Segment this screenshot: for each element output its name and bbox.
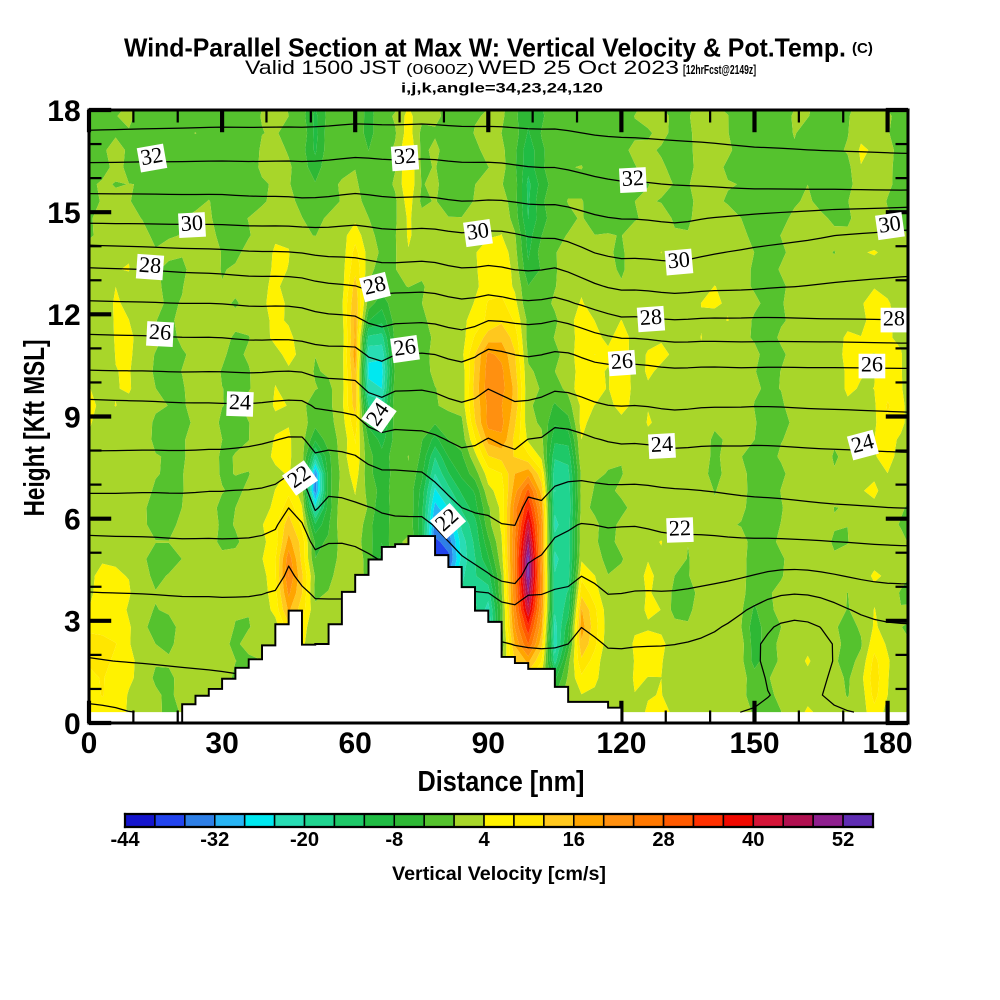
svg-text:26: 26 xyxy=(148,319,171,345)
svg-text:12: 12 xyxy=(47,299,80,332)
svg-text:90: 90 xyxy=(472,727,505,760)
svg-text:32: 32 xyxy=(393,143,417,169)
svg-text:Valid 1500 JST: Valid 1500 JST xyxy=(245,57,401,79)
svg-text:40: 40 xyxy=(742,829,764,851)
svg-text:Distance [nm]: Distance [nm] xyxy=(418,766,585,798)
svg-text:-44: -44 xyxy=(110,829,140,851)
svg-text:(0600Z): (0600Z) xyxy=(406,62,474,78)
svg-text:0: 0 xyxy=(81,727,98,760)
svg-text:30: 30 xyxy=(877,210,902,238)
svg-text:i,j,k,angle=34,23,24,120: i,j,k,angle=34,23,24,120 xyxy=(401,80,603,96)
svg-text:26: 26 xyxy=(392,333,417,361)
svg-text:16: 16 xyxy=(563,829,585,851)
svg-text:30: 30 xyxy=(465,217,490,245)
svg-text:24: 24 xyxy=(229,389,252,415)
svg-text:4: 4 xyxy=(478,829,490,851)
svg-text:24: 24 xyxy=(650,431,673,457)
svg-text:28: 28 xyxy=(639,304,663,330)
svg-text:52: 52 xyxy=(832,829,854,851)
svg-text:32: 32 xyxy=(139,142,165,170)
svg-text:15: 15 xyxy=(47,197,80,230)
svg-text:-8: -8 xyxy=(385,829,403,851)
svg-text:30: 30 xyxy=(180,210,203,236)
svg-text:18: 18 xyxy=(47,95,80,128)
svg-text:-20: -20 xyxy=(290,829,319,851)
svg-text:(C): (C) xyxy=(852,40,873,57)
svg-text:30: 30 xyxy=(667,246,691,273)
svg-text:22: 22 xyxy=(668,515,691,541)
svg-text:3: 3 xyxy=(64,606,81,639)
svg-text:WED 25 Oct 2023: WED 25 Oct 2023 xyxy=(478,57,679,79)
svg-text:9: 9 xyxy=(64,401,81,434)
svg-text:28: 28 xyxy=(652,829,674,851)
svg-text:6: 6 xyxy=(64,504,81,537)
svg-text:[12hrFcst@2149z]: [12hrFcst@2149z] xyxy=(683,62,756,77)
svg-text:Wind-Parallel Section at Max W: Wind-Parallel Section at Max W: Vertical… xyxy=(124,33,846,63)
svg-text:Height [Kft MSL]: Height [Kft MSL] xyxy=(19,339,51,516)
svg-text:Vertical Velocity [cm/s]: Vertical Velocity [cm/s] xyxy=(392,864,606,885)
svg-text:-32: -32 xyxy=(200,829,229,851)
svg-text:0: 0 xyxy=(64,708,81,741)
svg-text:26: 26 xyxy=(861,351,883,376)
svg-text:28: 28 xyxy=(138,252,162,278)
svg-text:180: 180 xyxy=(863,727,913,760)
svg-text:60: 60 xyxy=(339,727,372,760)
svg-text:120: 120 xyxy=(596,727,646,760)
svg-text:26: 26 xyxy=(610,348,634,374)
svg-text:32: 32 xyxy=(621,165,644,191)
svg-text:28: 28 xyxy=(361,270,389,300)
svg-text:28: 28 xyxy=(883,305,905,330)
svg-text:30: 30 xyxy=(205,727,238,760)
svg-text:150: 150 xyxy=(729,727,779,760)
